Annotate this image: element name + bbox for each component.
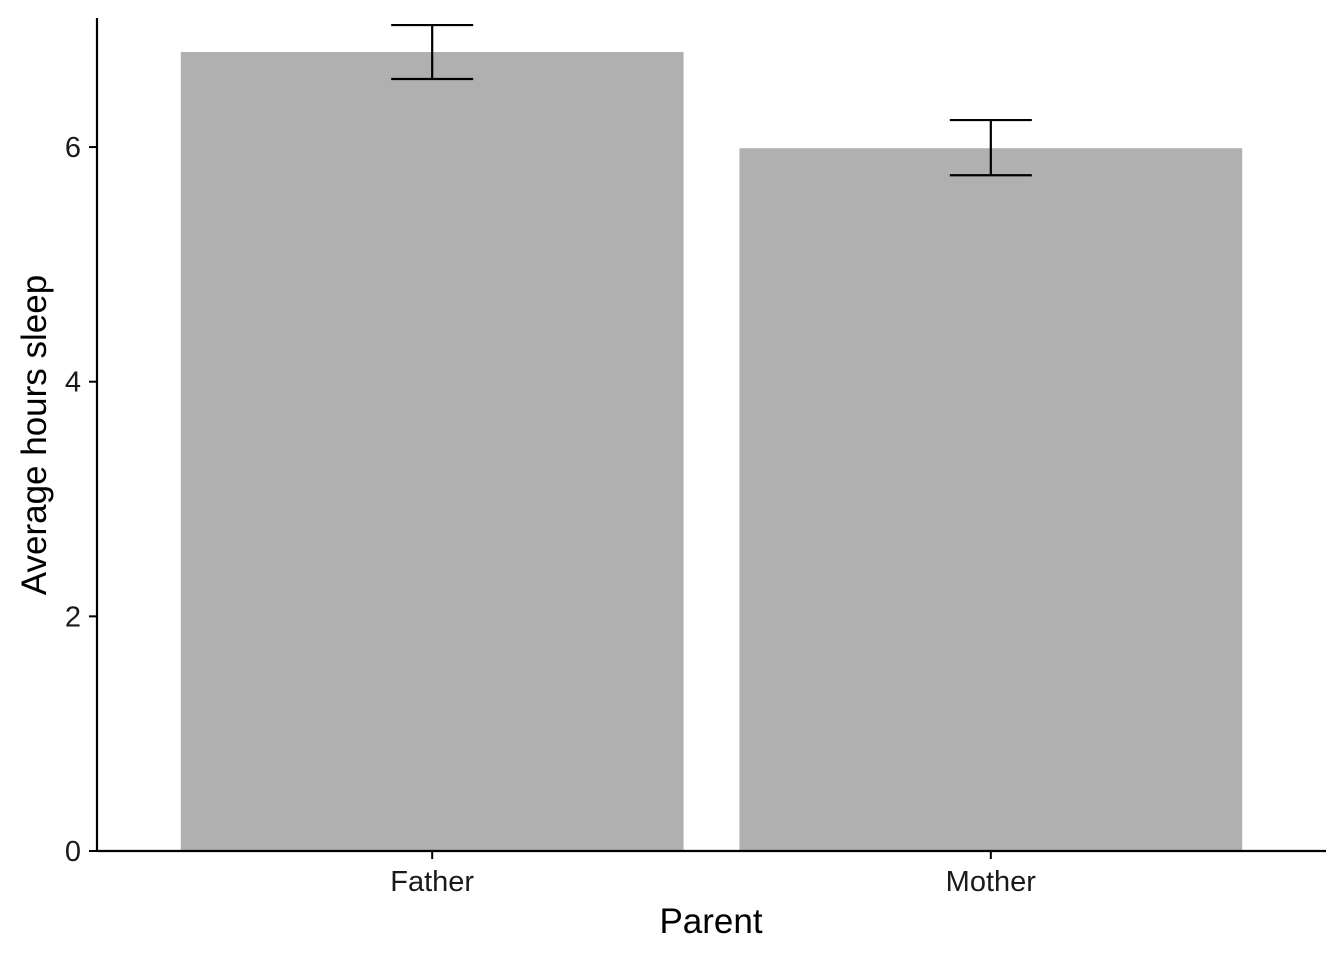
bar-mother [739,148,1243,851]
y-tick-label: 4 [65,367,81,399]
x-tick-label: Father [390,866,474,898]
y-tick-label: 6 [65,132,81,164]
error-bar-mother [949,118,1032,177]
error-bars [391,23,1032,177]
y-tick-label: 0 [65,836,81,868]
y-tick-label: 2 [65,601,81,633]
bars [180,52,1243,852]
x-axis: Father Mother [97,849,1326,898]
y-axis: 0 2 4 6 [65,18,99,868]
bar-father [180,52,684,852]
x-axis-title: Parent [659,902,762,941]
x-tick-label: Mother [946,866,1037,898]
y-axis-title: Average hours sleep [15,275,54,595]
error-bar-father [391,23,474,81]
